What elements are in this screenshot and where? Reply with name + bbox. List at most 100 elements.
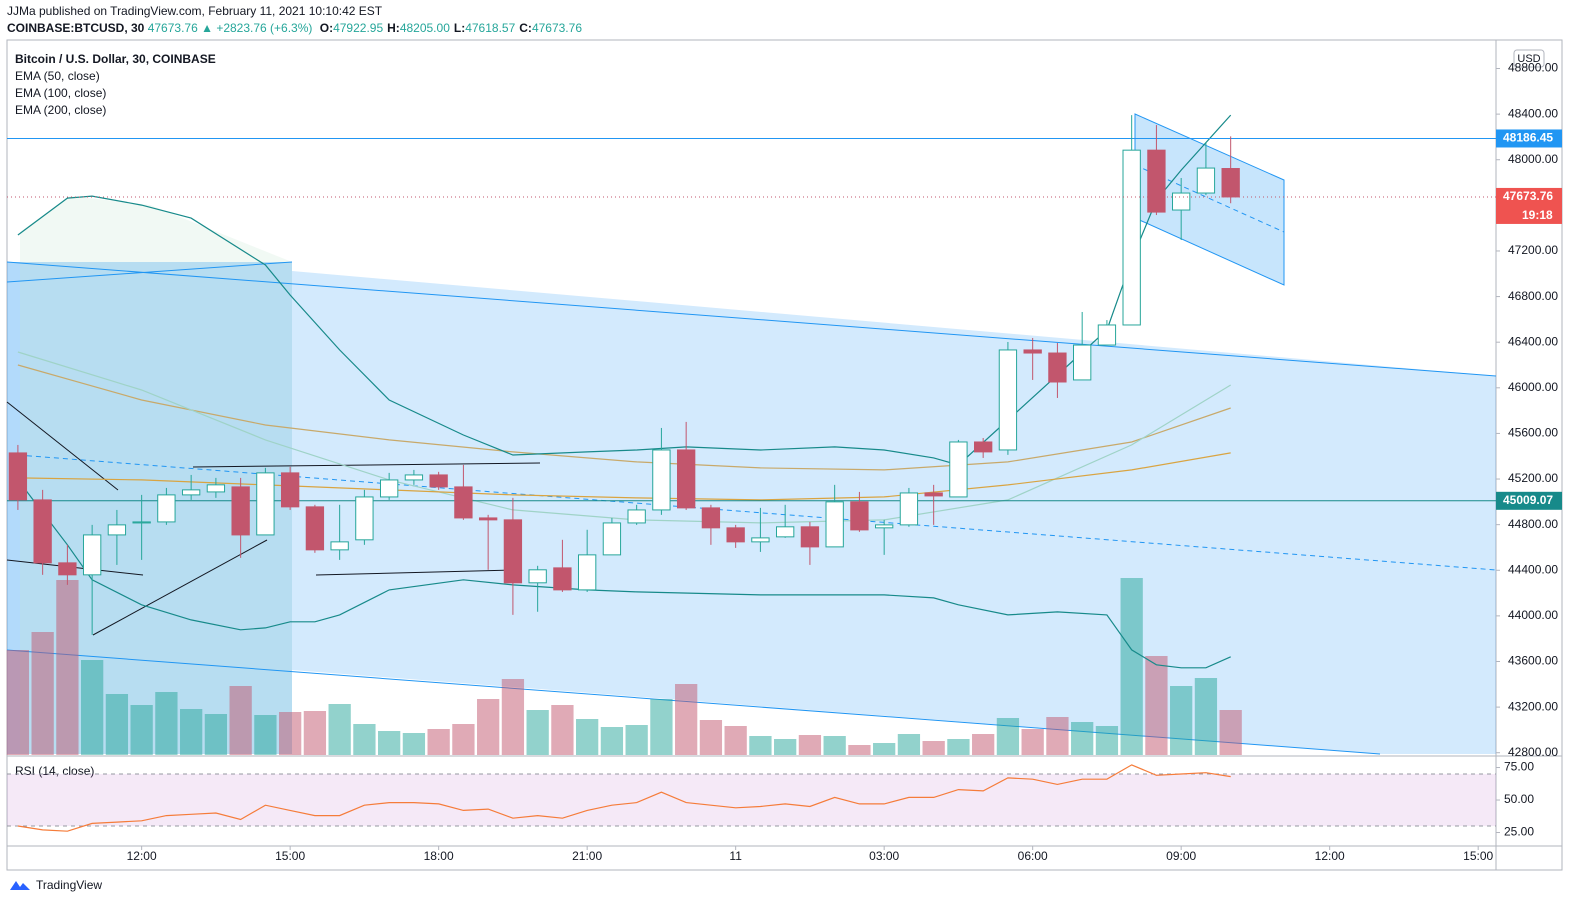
band-fill	[20, 196, 292, 754]
volume-bar	[31, 632, 54, 755]
y-tick-label: 47200.00	[1508, 243, 1558, 257]
candle-body	[1122, 149, 1141, 326]
candle-body	[58, 562, 77, 576]
y-tick-label: 48800.00	[1508, 61, 1558, 75]
candle-body	[280, 472, 300, 508]
footer: TradingView	[8, 878, 102, 892]
ema-line	[17, 364, 1231, 471]
currency-box	[1513, 49, 1545, 68]
x-tick-label: 21:00	[572, 849, 602, 863]
frame	[6, 39, 1563, 871]
candle-body	[924, 492, 943, 497]
x-tick-label: 09:00	[1166, 849, 1196, 863]
volume-bar	[526, 710, 549, 755]
publisher-line: JJMa published on TradingView.com, Febru…	[7, 4, 383, 18]
volume-bar	[279, 712, 302, 755]
candle-body	[379, 479, 399, 498]
volume-bar	[402, 733, 426, 755]
logo	[10, 881, 30, 890]
y-tick-label: 43200.00	[1508, 699, 1558, 713]
x-tick-label: 11	[729, 849, 742, 863]
volume-bar	[897, 734, 921, 755]
volume-bar	[551, 705, 574, 755]
rsi-line	[17, 764, 1231, 832]
candle-body	[850, 501, 869, 531]
candle-body	[107, 524, 127, 536]
y-tick-label: 42800.00	[1508, 745, 1558, 759]
brand: TradingView	[36, 878, 103, 892]
candle-body	[8, 452, 28, 501]
price-tag-label: 48186.45	[1503, 131, 1553, 145]
candle-body	[800, 526, 820, 548]
volume-bar	[774, 739, 797, 755]
volume-bar	[1219, 710, 1242, 755]
volume-bar	[823, 736, 846, 755]
y-tick-label: 46800.00	[1508, 289, 1558, 303]
trend-line	[92, 539, 268, 636]
ohlc-label: L:	[453, 21, 466, 35]
volume-bar	[1194, 678, 1218, 755]
y-tick-label: 48000.00	[1508, 152, 1558, 166]
currency: USD	[1517, 53, 1540, 65]
volume-bar	[675, 684, 698, 755]
ohlc-label: O:	[319, 21, 334, 35]
candle-body	[528, 569, 547, 584]
volume-bar	[576, 719, 599, 755]
candle-body	[751, 537, 770, 543]
y-tick-label: 44800.00	[1508, 517, 1558, 531]
price-tag-label: 45009.07	[1503, 493, 1553, 507]
x-tick-label: 06:00	[1018, 849, 1048, 863]
candle-body	[181, 489, 201, 496]
candle-body	[454, 486, 473, 519]
symbol: COINBASE:BTCUSD, 30	[7, 21, 145, 35]
candle-body	[1023, 349, 1042, 354]
volume-bar	[1021, 729, 1044, 755]
ohlc-value: 48205.00	[399, 21, 450, 35]
volume-bar	[947, 739, 970, 755]
ohlc-value: 47922.95	[333, 21, 384, 35]
candle-body	[355, 496, 374, 541]
candle-body	[256, 472, 275, 536]
trend-line	[6, 401, 119, 491]
rsi-tick-label: 25.00	[1504, 825, 1534, 839]
candle-body	[206, 484, 226, 493]
candle-body	[1073, 344, 1092, 381]
volume-bar	[1095, 726, 1119, 755]
chart-title: Bitcoin / U.S. Dollar, 30, COINBASE	[15, 52, 216, 66]
volume-bar	[922, 741, 945, 755]
ohlc: O:47922.95 H:48205.00 L:47618.57 C:47673.76	[316, 21, 582, 35]
volume-bar	[229, 686, 252, 755]
x-tick-label: 12:00	[1315, 849, 1345, 863]
candle-body	[676, 449, 696, 509]
volume-bar	[452, 724, 475, 755]
volume-bar	[477, 699, 500, 755]
candle-body	[503, 519, 523, 584]
volume-bar	[798, 735, 822, 755]
x-tick-label: 12:00	[127, 849, 157, 863]
rsi-tick-label: 75.00	[1504, 760, 1534, 774]
price-tag	[1496, 491, 1562, 510]
ema-line	[17, 452, 1231, 501]
volume-bar	[625, 725, 648, 755]
candle-body	[1221, 168, 1240, 198]
price-tag	[1496, 129, 1562, 148]
volume-bar	[378, 731, 401, 755]
volume-bar	[254, 715, 277, 755]
last-price-label: 47673.76	[1503, 189, 1553, 203]
volume-bar	[873, 743, 896, 755]
volume-bar	[848, 745, 871, 755]
candle-body	[1147, 149, 1166, 213]
volume-bar	[353, 724, 376, 755]
candle-body	[82, 534, 102, 576]
candle-body	[231, 486, 250, 536]
rsi-zone	[7, 774, 1496, 827]
price: 47673.76	[147, 21, 198, 35]
y-tick-label: 48400.00	[1508, 106, 1558, 120]
ohlc-value: 47618.57	[465, 21, 516, 35]
y-tick-label: 45200.00	[1508, 471, 1558, 485]
volume-bar	[501, 679, 525, 755]
range-line	[6, 261, 293, 283]
candle-body	[1097, 324, 1117, 346]
candle-body	[330, 541, 349, 551]
